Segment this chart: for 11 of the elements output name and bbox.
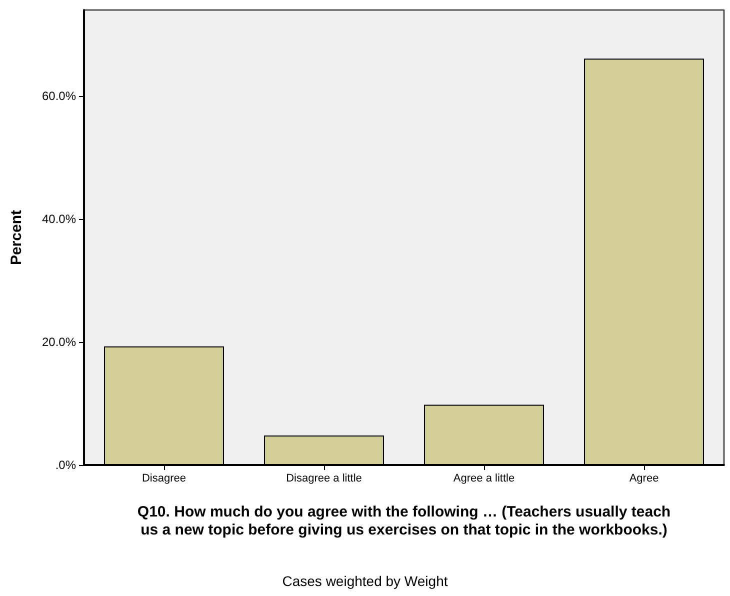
x-axis-title: Q10. How much do you agree with the following … (Teachers usually teach us a new topic before giving us exercises on that topic in the workbooks.) (137, 504, 671, 538)
y-tick-label: 60.0% (42, 89, 76, 104)
x-tick-label: Disagree (142, 472, 186, 484)
x-tick-label: Disagree a little (286, 472, 362, 484)
x-tick-label: Agree (629, 472, 659, 484)
x-tick-label: Agree a little (453, 472, 515, 484)
y-tick-label: 20.0% (42, 335, 76, 350)
y-axis-title: Percent (8, 210, 25, 266)
y-tick-label: .0% (55, 458, 76, 472)
text: Cases weighted by Weight (282, 573, 448, 589)
y-tick-label: 40.0% (42, 212, 76, 226)
